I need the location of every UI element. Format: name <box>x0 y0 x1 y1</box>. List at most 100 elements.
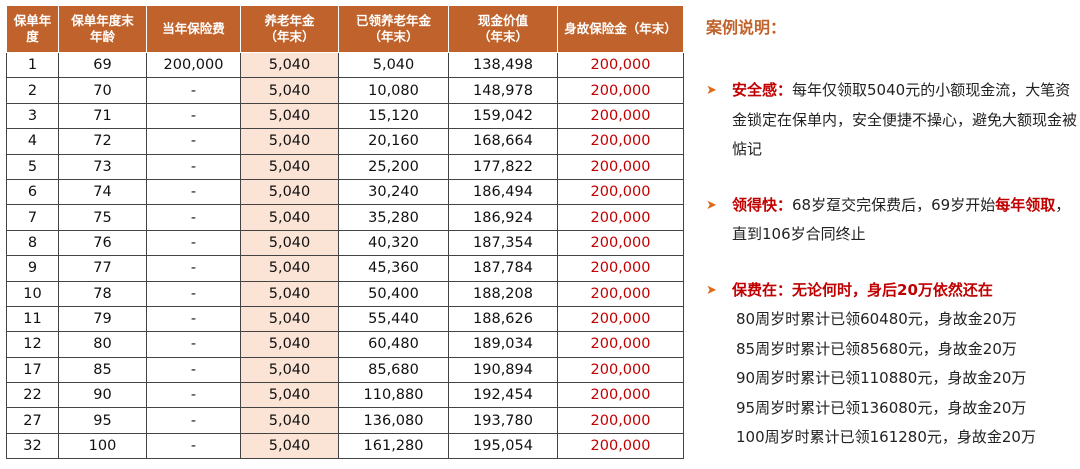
table-cell: 80 <box>58 331 147 358</box>
table-cell: 12 <box>6 331 59 358</box>
note-text: ，直到106岁合同终止 <box>732 195 1071 244</box>
table-cell: 22 <box>6 382 59 409</box>
table-row: 3 71-5,040 15,120 159,042 200,000 <box>6 102 684 130</box>
table-row: 32 100-5,040 161,280 195,054 200,000 <box>6 432 684 460</box>
table-cell: 17 <box>6 356 59 384</box>
table-cell: 200,000 <box>557 382 684 409</box>
table-row: 9 77-5,040 45,360 187,784 200,000 <box>6 255 684 282</box>
table-cell: - <box>146 255 241 282</box>
table-cell: 1 <box>6 51 59 79</box>
table-cell: - <box>146 432 241 460</box>
table-cell: 69 <box>58 51 147 79</box>
table-cell: 200,000 <box>557 204 684 231</box>
table-cell: 187,784 <box>448 255 558 282</box>
table-row: 17 85-5,040 85,680 190,894 200,000 <box>6 356 684 384</box>
table-cell: 200,000 <box>557 255 684 282</box>
table-cell: 200,000 <box>557 305 684 333</box>
table-cell: 5,040 <box>240 153 339 180</box>
note-detail: 90周岁时累计已领110880元，身故金20万 <box>736 369 1027 387</box>
table-cell: - <box>146 128 241 155</box>
table-cell: - <box>146 382 241 409</box>
table-row: 22 90-5,040 110,880 192,454 200,000 <box>6 382 684 409</box>
table-cell: 2 <box>6 77 59 104</box>
table-cell: 5,040 <box>240 382 339 409</box>
table-cell: 11 <box>6 305 59 333</box>
table-cell: 5,040 <box>240 178 339 206</box>
table-cell: 6 <box>6 178 59 206</box>
table-body: 1 69 200,000 5,040 5,040 138,498 200,000 2 70-5,… <box>6 51 684 460</box>
table-cell: 200,000 <box>557 356 684 384</box>
table-cell: 200,000 <box>557 51 684 79</box>
table-cell: 5,040 <box>240 305 339 333</box>
notes-list: ➤ 安全感：每年仅领取5040元的小额现金流，大笔资金锁定在保单内，安全便捷不操心… <box>706 76 1080 453</box>
table-cell: 32 <box>6 432 59 460</box>
table-cell: 10,080 <box>338 77 449 104</box>
table-cell: 5,040 <box>240 229 339 257</box>
note-item: ➤ 领得快：68岁趸交完保费后，69岁开始每年领取，直到106岁合同终止 <box>706 191 1080 250</box>
table-cell: 5,040 <box>240 407 339 434</box>
table-cell: 15,120 <box>338 102 449 130</box>
emphasis-text: 领得快： <box>732 195 793 214</box>
table-cell: - <box>146 229 241 257</box>
table-cell: 71 <box>58 102 147 130</box>
table-cell: 200,000 <box>557 128 684 155</box>
table-row: 2 70-5,040 10,080 148,978 200,000 <box>6 77 684 104</box>
table-cell: - <box>146 102 241 130</box>
table-cell: 76 <box>58 229 147 257</box>
table-cell: 40,320 <box>338 229 449 257</box>
column-header: 已领养老年金 （年末） <box>338 5 449 53</box>
table-cell: 55,440 <box>338 305 449 333</box>
bullet-arrow: ➤ <box>706 282 717 298</box>
table-cell: 7 <box>6 204 59 231</box>
note-text: 每年仅领取5040元的小额现金流，大笔资金锁定在保单内，安全便捷不操心，避免大额… <box>732 81 1078 158</box>
header-row: 保单年 度保单年度末 年龄 当年保险费 养老年金 （年末） 已领养老年金 （年末） 现金… <box>6 5 684 53</box>
table-cell: 200,000 <box>557 229 684 257</box>
table-cell: 70 <box>58 77 147 104</box>
table-cell: 195,054 <box>448 432 558 460</box>
table-row: 6 74-5,040 30,240 186,494 200,000 <box>6 178 684 206</box>
table-cell: - <box>146 356 241 384</box>
table-cell: 200,000 <box>557 102 684 130</box>
note-detail: 100周岁时累计已领161280元，身故金20万 <box>736 428 1036 446</box>
table-cell: - <box>146 305 241 333</box>
table-row: 27 95-5,040 136,080 193,780 200,000 <box>6 407 684 434</box>
table-cell: 159,042 <box>448 102 558 130</box>
bullet-arrow: ➤ <box>706 197 717 213</box>
table-cell: 188,626 <box>448 305 558 333</box>
table-cell: 20,160 <box>338 128 449 155</box>
notes-title: 案例说明： <box>706 18 787 37</box>
table-cell: 77 <box>58 255 147 282</box>
table-cell: 190,894 <box>448 356 558 384</box>
table-row: 1 69 200,000 5,040 5,040 138,498 200,000 <box>6 51 684 79</box>
column-header: 养老年金 （年末） <box>240 5 339 53</box>
table-cell: 168,664 <box>448 128 558 155</box>
table-cell: 74 <box>58 178 147 206</box>
table-cell: - <box>146 204 241 231</box>
table-cell: 100 <box>58 432 147 460</box>
table-cell: 8 <box>6 229 59 257</box>
table-row: 10 78-5,040 50,400 188,208 200,000 <box>6 280 684 307</box>
table-cell: 148,978 <box>448 77 558 104</box>
table-cell: - <box>146 331 241 358</box>
table-cell: 5,040 <box>240 331 339 358</box>
note-detail: 95周岁时累计已领136080元，身故金20万 <box>736 398 1027 417</box>
table-cell: - <box>146 407 241 434</box>
column-header: 保单年 度 <box>6 5 59 53</box>
table-cell: 85 <box>58 356 147 384</box>
table-row: 12 80-5,040 60,480 189,034 200,000 <box>6 331 684 358</box>
table-cell: 5,040 <box>240 102 339 130</box>
note-detail: 85周岁时累计已领85680元，身故金20万 <box>736 339 1017 358</box>
table-cell: 5,040 <box>338 51 449 79</box>
table-cell: 10 <box>6 280 59 307</box>
table-cell: 186,924 <box>448 204 558 231</box>
table-cell: 5,040 <box>240 204 339 231</box>
table-cell: 189,034 <box>448 331 558 358</box>
table-cell: 193,780 <box>448 407 558 434</box>
column-header: 身故保险金（年末） <box>557 5 684 53</box>
table-cell: 5,040 <box>240 432 339 460</box>
emphasis-text: 每年领取 <box>995 195 1056 214</box>
table-cell: - <box>146 153 241 180</box>
table-row: 5 73-5,040 25,200 177,822 200,000 <box>6 153 684 180</box>
table-cell: 188,208 <box>448 280 558 307</box>
